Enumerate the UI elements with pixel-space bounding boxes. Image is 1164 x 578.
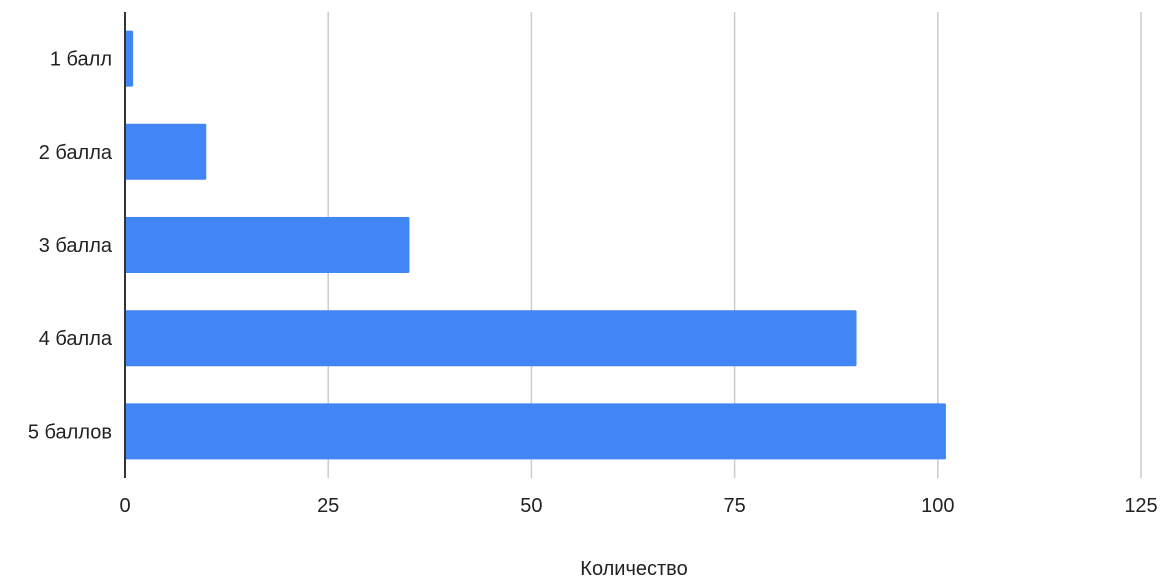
bar-2	[125, 123, 207, 180]
x-tick-label-50: 50	[520, 495, 542, 517]
x-axis-title: Количество	[580, 558, 687, 578]
tick-labels: 0 25 50 75 100 125 1 балл 2 балла 3 балла 4 балла…	[28, 49, 1158, 517]
bar-3	[125, 217, 410, 273]
x-tick-label-100: 100	[921, 495, 954, 517]
bar-4	[125, 310, 857, 367]
y-category-label-4: 4 балла	[39, 328, 113, 350]
bars	[125, 30, 946, 460]
y-category-label-2: 2 балла	[39, 142, 113, 164]
gridlines	[327, 12, 1142, 478]
x-tick-label-125: 125	[1124, 495, 1157, 517]
bar-1	[125, 30, 134, 87]
x-tick-label-25: 25	[317, 495, 339, 517]
y-category-label-1: 1 балл	[50, 49, 112, 71]
bar-5	[125, 403, 946, 460]
x-tick-label-0: 0	[119, 495, 130, 517]
x-tick-label-75: 75	[723, 495, 745, 517]
y-category-label-5: 5 баллов	[28, 421, 112, 443]
y-category-label-3: 3 балла	[39, 235, 113, 257]
